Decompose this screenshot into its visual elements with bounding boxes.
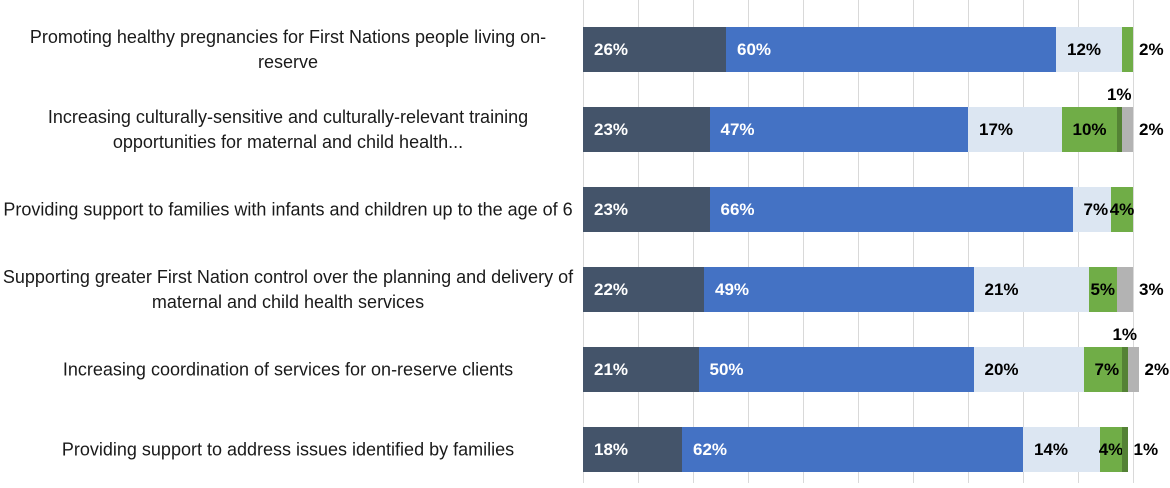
bar-segment xyxy=(1083,347,1122,392)
segment-value-label: 50% xyxy=(709,360,744,379)
gridline xyxy=(858,0,859,483)
bar-segment xyxy=(698,347,974,392)
segment-value-label: 23% xyxy=(594,200,629,219)
segment-value-label: 2% xyxy=(1139,40,1164,59)
gridline xyxy=(693,0,694,483)
segment-value-label: 49% xyxy=(715,280,750,299)
segment-value-label: 2% xyxy=(1144,360,1170,379)
segment-value-label: 1% xyxy=(1112,325,1138,344)
gridline xyxy=(583,0,584,483)
gridline xyxy=(913,0,914,483)
category-label: Promoting healthy pregnancies for First … xyxy=(29,26,547,72)
segment-value-label: 4% xyxy=(1098,440,1124,459)
gridline xyxy=(968,0,969,483)
bar-segment xyxy=(1072,187,1111,232)
segment-value-label: 23% xyxy=(594,120,629,139)
segment-value-label: 1% xyxy=(1106,85,1132,104)
bar-segment xyxy=(709,107,968,152)
category-label: Increasing culturally-sensitive and cult… xyxy=(47,106,529,152)
gridline xyxy=(1133,0,1134,483)
bar-segment xyxy=(1122,27,1133,72)
gridline xyxy=(748,0,749,483)
gridline xyxy=(803,0,804,483)
bar-segment xyxy=(704,267,974,312)
bar-segment xyxy=(583,27,726,72)
segment-value-label: 12% xyxy=(1067,40,1102,59)
segment-value-label: 7% xyxy=(1083,200,1109,219)
bar-segment xyxy=(1116,107,1122,152)
bar-segment xyxy=(583,347,699,392)
bar-segment xyxy=(726,27,1056,72)
bar-segment xyxy=(1122,347,1128,392)
segment-value-label: 3% xyxy=(1139,280,1164,299)
segment-value-label: 10% xyxy=(1072,120,1107,139)
segment-value-label: 22% xyxy=(594,280,629,299)
bar-segment xyxy=(1056,27,1122,72)
bar-segment xyxy=(583,427,682,472)
bar-segment xyxy=(709,187,1073,232)
segment-value-label: 26% xyxy=(594,40,629,59)
category-label: Supporting greater First Nation control … xyxy=(2,266,574,312)
bar-segment xyxy=(973,347,1084,392)
bar-segment xyxy=(682,427,1023,472)
segment-value-label: 5% xyxy=(1090,280,1116,299)
segment-value-label: 7% xyxy=(1094,360,1120,379)
category-label: Increasing coordination of services for … xyxy=(62,359,514,379)
bar-segment xyxy=(1111,187,1133,232)
bar-segment xyxy=(583,107,710,152)
segment-value-label: 66% xyxy=(720,200,755,219)
segment-value-label: 18% xyxy=(594,440,629,459)
bar-segment xyxy=(1116,267,1133,312)
category-label: Providing support to address issues iden… xyxy=(61,439,515,459)
bar-segment xyxy=(1122,107,1133,152)
bar-segment xyxy=(1061,107,1117,152)
segment-value-label: 21% xyxy=(594,360,629,379)
bar-segment xyxy=(583,267,704,312)
segment-value-label: 2% xyxy=(1139,120,1164,139)
bar-segment xyxy=(583,187,710,232)
segment-value-label: 20% xyxy=(984,360,1019,379)
segment-value-label: 14% xyxy=(1034,440,1069,459)
segment-value-label: 4% xyxy=(1109,200,1135,219)
bar-segment xyxy=(1089,267,1117,312)
gridline xyxy=(638,0,639,483)
segment-value-label: 1% xyxy=(1133,440,1159,459)
segment-value-label: 60% xyxy=(737,40,772,59)
bar-segment xyxy=(968,107,1062,152)
gridline xyxy=(1023,0,1024,483)
segment-value-label: 47% xyxy=(720,120,755,139)
bar-segment xyxy=(1127,347,1139,392)
bar-segment xyxy=(973,267,1089,312)
gridline xyxy=(1078,0,1079,483)
segment-value-label: 17% xyxy=(979,120,1014,139)
category-label: Providing support to families with infan… xyxy=(3,199,573,219)
bar-segment xyxy=(1100,427,1122,472)
segment-value-label: 21% xyxy=(984,280,1019,299)
bar-segment xyxy=(1023,427,1100,472)
segment-value-label: 62% xyxy=(693,440,728,459)
bar-segment xyxy=(1122,427,1128,472)
